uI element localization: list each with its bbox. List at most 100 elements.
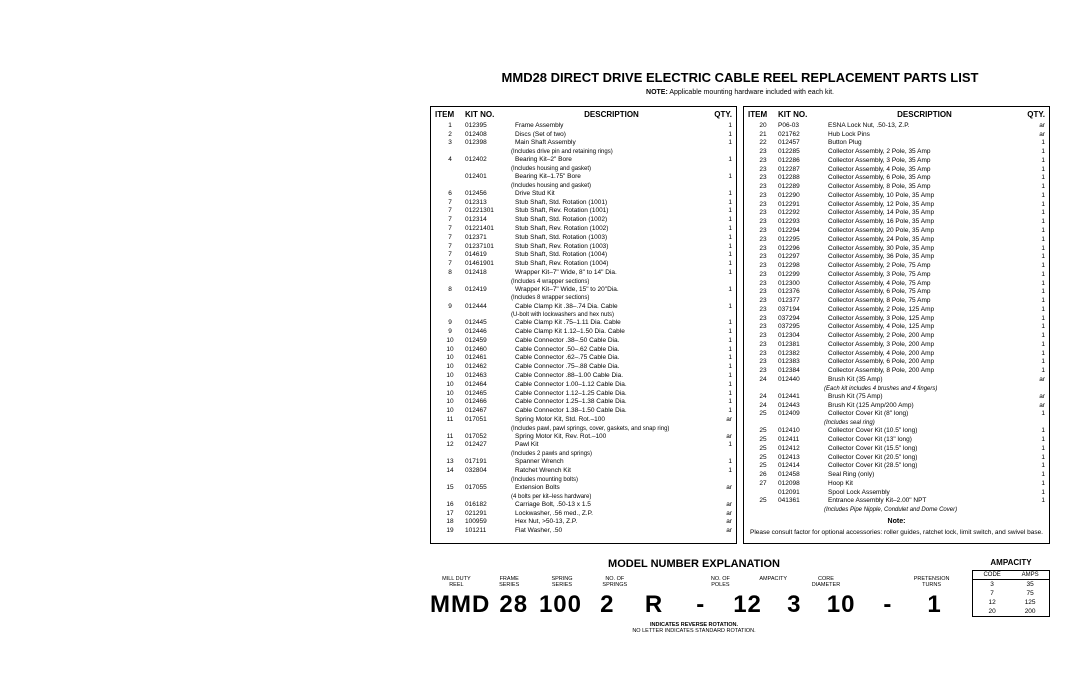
table-row: 6012456Drive Stud Kit1 [431, 190, 736, 199]
table-row: 9012446Cable Clamp Kit 1.12–1.50 Dia. Ca… [431, 328, 736, 337]
col-desc: DESCRIPTION [828, 110, 1021, 121]
table-row: 17021291Lockwasher, .56 med., Z.P.ar [431, 510, 736, 519]
model-label: NO. OFSPRINGS [588, 576, 641, 588]
model-code-segment: MMD [430, 591, 490, 619]
col-qty: QTY. [708, 110, 732, 121]
table-row: 25012409Collector Cover Kit (8" long)1 [744, 410, 1049, 419]
table-note: Please consult factor for optional acces… [744, 527, 1049, 540]
table-row: 10012463Cable Connector .88–1.00 Cable D… [431, 372, 736, 381]
col-item: ITEM [435, 110, 465, 121]
sub-note: (Includes pawl, pawl springs, cover, gas… [431, 425, 736, 433]
table-row: 16016182Carriage Bolt, .50-13 x 1.5ar [431, 501, 736, 510]
table-row: 25012412Collector Cover Kit (15.5" long)… [744, 445, 1049, 454]
table-row: 3012398Main Shaft Assembly1 [431, 139, 736, 148]
model-code-segment: 100 [537, 591, 584, 619]
table-row: 23037294Collector Assembly, 3 Pole, 125 … [744, 315, 1049, 324]
table-row: 23012285Collector Assembly, 2 Pole, 35 A… [744, 148, 1049, 157]
model-code-segment: 3 [771, 591, 818, 619]
col-kit: KIT NO. [465, 110, 515, 121]
amp-header: AMPS [1011, 571, 1049, 580]
ampacity-table: CODEAMPS 3357751212520200 [972, 570, 1050, 617]
parts-table-left: ITEM KIT NO. DESCRIPTION QTY. 1012395Fra… [430, 106, 737, 544]
table-row: 10012459Cable Connector .38–.50 Cable Di… [431, 337, 736, 346]
table-row: 10012462Cable Connector .75–.88 Cable Di… [431, 363, 736, 372]
table-row: 23012384Collector Assembly, 8 Pole, 200 … [744, 367, 1049, 376]
table-row: 7012371Stub Shaft, Std. Rotation (1003)1 [431, 234, 736, 243]
table-row: 15017055Extension Boltsar [431, 484, 736, 493]
model-code-segment: - [677, 591, 724, 619]
table-row: 24012441Brush Kit (75 Amp)ar [744, 393, 1049, 402]
table-row: 12012427Pawl Kit1 [431, 441, 736, 450]
model-label: FRAMESERIES [483, 576, 536, 588]
table-row: 20P06-03ESNA Lock Nut, .50-13, Z.P.ar [744, 122, 1049, 131]
table-row: 23012292Collector Assembly, 14 Pole, 35 … [744, 209, 1049, 218]
col-qty: QTY. [1021, 110, 1045, 121]
table-row: 13017191Spanner Wrench1 [431, 458, 736, 467]
amp-row: 335 [973, 580, 1050, 590]
ampacity-title: AMPACITY [972, 558, 1050, 567]
table-row: 23012300Collector Assembly, 4 Pole, 75 A… [744, 280, 1049, 289]
table-row: 19101211Flat Washer, .50ar [431, 527, 736, 536]
table-row: 23012376Collector Assembly, 6 Pole, 75 A… [744, 288, 1049, 297]
sub-note: (Includes 4 wrapper sections) [431, 278, 736, 286]
table-row: 25012410Collector Cover Kit (10.5" long)… [744, 427, 1049, 436]
model-label: MILL DUTYREEL [430, 576, 483, 588]
table-row: 23012291Collector Assembly, 12 Pole, 35 … [744, 201, 1049, 210]
table-row: 701461901Stub Shaft, Rev. Rotation (1004… [431, 260, 736, 269]
table-row: 9012445Cable Clamp Kit .75–1.11 Dia. Cab… [431, 319, 736, 328]
table-row: 22012457Button Plug1 [744, 139, 1049, 148]
table-note-header: Note: [744, 517, 1049, 526]
sub-note: (Includes 2 pawls and springs) [431, 450, 736, 458]
sub-note: (Includes mounting bolts) [431, 476, 736, 484]
table-row: 7014619Stub Shaft, Std. Rotation (1004)1 [431, 251, 736, 260]
model-code-segment: 2 [584, 591, 631, 619]
table-row: 9012444Cable Clamp Kit .38–.74 Dia. Cabl… [431, 303, 736, 312]
sub-note: (Includes 8 wrapper sections) [431, 294, 736, 302]
table-row: 14032804Ratchet Wrench Kit1 [431, 467, 736, 476]
table-row: 012091Spool Lock Assembly1 [744, 489, 1049, 498]
table-row: 012401Bearing Kit–1.75" Bore1 [431, 173, 736, 182]
table-row: 10012464Cable Connector 1.00–1.12 Cable … [431, 381, 736, 390]
table-row: 23012299Collector Assembly, 3 Pole, 75 A… [744, 271, 1049, 280]
sub-note-italic: (Includes seal ring) [744, 419, 1049, 427]
table-row: 23012288Collector Assembly, 6 Pole, 35 A… [744, 174, 1049, 183]
table-row: 23012382Collector Assembly, 4 Pole, 200 … [744, 350, 1049, 359]
amp-row: 20200 [973, 607, 1050, 617]
table-row: 23012286Collector Assembly, 3 Pole, 35 A… [744, 157, 1049, 166]
table-row: 23012293Collector Assembly, 16 Pole, 35 … [744, 218, 1049, 227]
table-row: 25012413Collector Cover Kit (20.5" long)… [744, 454, 1049, 463]
ampacity-block: AMPACITY CODEAMPS 3357751212520200 [972, 558, 1050, 617]
table-row: 24012443Brush Kit (125 Amp/200 Amp)ar [744, 402, 1049, 411]
model-code-segment: - [864, 591, 911, 619]
table-row: 1012395Frame Assembly1 [431, 122, 736, 131]
table-row: 18100959Hex Nut, >50-13, Z.P.ar [431, 518, 736, 527]
amp-row: 775 [973, 589, 1050, 598]
page-title: MMD28 DIRECT DRIVE ELECTRIC CABLE REEL R… [430, 70, 1050, 85]
sub-note: (Includes housing and gasket) [431, 182, 736, 190]
table-row: 701237101Stub Shaft, Rev. Rotation (1003… [431, 243, 736, 252]
table-row: 11017051Spring Motor Kit, Std. Rot.–100a… [431, 416, 736, 425]
table-row: 25012411Collector Cover Kit (13" long)1 [744, 436, 1049, 445]
table-row: 23012383Collector Assembly, 6 Pole, 200 … [744, 358, 1049, 367]
col-desc: DESCRIPTION [515, 110, 708, 121]
header-note: NOTE: Applicable mounting hardware inclu… [430, 89, 1050, 96]
table-row: 23037295Collector Assembly, 4 Pole, 125 … [744, 323, 1049, 332]
model-code-segment: 12 [724, 591, 771, 619]
rotation-note: INDICATES REVERSE ROTATION. NO LETTER IN… [430, 622, 958, 634]
parts-tables: ITEM KIT NO. DESCRIPTION QTY. 1012395Fra… [430, 106, 1050, 544]
table-row: 10012461Cable Connector .62–.75 Cable Di… [431, 354, 736, 363]
col-item: ITEM [748, 110, 778, 121]
model-code-segment: R [631, 591, 678, 619]
col-kit: KIT NO. [778, 110, 828, 121]
sub-note: (4 bolts per kit–less hardware) [431, 493, 736, 501]
table-row: 10012460Cable Connector .50–.62 Cable Di… [431, 346, 736, 355]
table-row: 23012290Collector Assembly, 10 Pole, 35 … [744, 192, 1049, 201]
model-code-segment: 1 [911, 591, 958, 619]
amp-row: 12125 [973, 598, 1050, 607]
table-row: 23012298Collector Assembly, 2 Pole, 75 A… [744, 262, 1049, 271]
model-explanation: MODEL NUMBER EXPLANATION MILL DUTYREELFR… [430, 558, 958, 633]
table-row: 10012466Cable Connector 1.25–1.38 Cable … [431, 398, 736, 407]
table-row: 8012418Wrapper Kit–7" Wide, 8" to 14" Di… [431, 269, 736, 278]
model-code-segment: 10 [818, 591, 865, 619]
table-row: 23012304Collector Assembly, 2 Pole, 200 … [744, 332, 1049, 341]
